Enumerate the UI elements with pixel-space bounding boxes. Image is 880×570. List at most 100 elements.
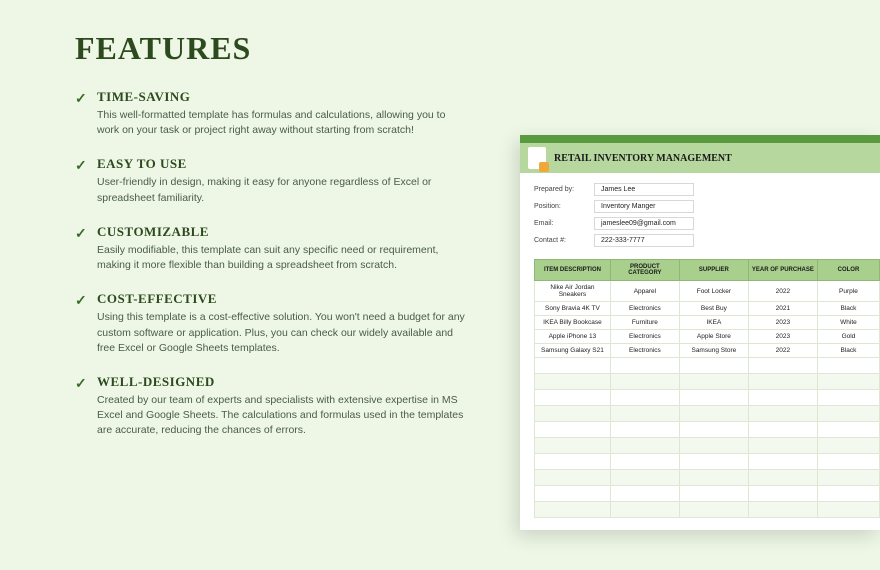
meta-value: 222-333-7777 xyxy=(594,234,694,247)
table-cell-empty xyxy=(817,406,879,422)
table-row-empty xyxy=(535,358,880,374)
table-cell-empty xyxy=(748,374,817,390)
table-cell: 2023 xyxy=(748,330,817,344)
preview-table-wrap: ITEM DESCRIPTIONPRODUCT CATEGORYSUPPLIER… xyxy=(520,259,880,518)
table-cell: 2021 xyxy=(748,302,817,316)
table-cell-empty xyxy=(748,486,817,502)
table-cell-empty xyxy=(679,502,748,518)
feature-desc: Using this template is a cost-effective … xyxy=(97,310,465,356)
check-icon: ✓ xyxy=(75,375,87,392)
table-cell-empty xyxy=(817,422,879,438)
feature-time-saving: ✓ TIME-SAVING This well-formatted templa… xyxy=(75,89,465,138)
table-row: IKEA Billy BookcaseFurnitureIKEA2023Whit… xyxy=(535,316,880,330)
table-cell-empty xyxy=(817,438,879,454)
feature-desc: Created by our team of experts and speci… xyxy=(97,393,465,439)
table-cell: Sony Bravia 4K TV xyxy=(535,302,611,316)
table-cell: Nike Air Jordan Sneakers xyxy=(535,281,611,302)
table-cell: Furniture xyxy=(610,316,679,330)
check-icon: ✓ xyxy=(75,292,87,309)
table-cell: Electronics xyxy=(610,330,679,344)
table-header-cell: COLOR xyxy=(817,260,879,281)
feature-title: CUSTOMIZABLE xyxy=(97,224,465,240)
table-cell: 2022 xyxy=(748,281,817,302)
meta-row-position: Position: Inventory Manger xyxy=(534,200,866,213)
table-cell-empty xyxy=(748,502,817,518)
table-cell: Black xyxy=(817,344,879,358)
meta-row-contact: Contact #: 222-333-7777 xyxy=(534,234,866,247)
table-cell: 2022 xyxy=(748,344,817,358)
table-cell-empty xyxy=(535,502,611,518)
meta-label: Position: xyxy=(534,203,594,210)
table-row-empty xyxy=(535,406,880,422)
preview-meta: Prepared by: James Lee Position: Invento… xyxy=(520,173,880,259)
table-header-cell: PRODUCT CATEGORY xyxy=(610,260,679,281)
table-cell: Samsung Store xyxy=(679,344,748,358)
feature-easy-to-use: ✓ EASY TO USE User-friendly in design, m… xyxy=(75,156,465,205)
table-row: Sony Bravia 4K TVElectronicsBest Buy2021… xyxy=(535,302,880,316)
table-row: Samsung Galaxy S21ElectronicsSamsung Sto… xyxy=(535,344,880,358)
table-row-empty xyxy=(535,390,880,406)
table-header-cell: YEAR OF PURCHASE xyxy=(748,260,817,281)
feature-title: TIME-SAVING xyxy=(97,89,465,105)
table-cell-empty xyxy=(535,454,611,470)
table-cell: Apple iPhone 13 xyxy=(535,330,611,344)
page-title: FEATURES xyxy=(75,30,465,67)
table-cell-empty xyxy=(679,406,748,422)
meta-value: jameslee09@gmail.com xyxy=(594,217,694,230)
table-row-empty xyxy=(535,454,880,470)
table-cell: 2023 xyxy=(748,316,817,330)
table-row: Apple iPhone 13ElectronicsApple Store202… xyxy=(535,330,880,344)
table-cell-empty xyxy=(748,470,817,486)
table-cell-empty xyxy=(610,502,679,518)
table-cell-empty xyxy=(679,454,748,470)
meta-label: Prepared by: xyxy=(534,186,594,193)
table-cell-empty xyxy=(610,390,679,406)
feature-cost-effective: ✓ COST-EFFECTIVE Using this template is … xyxy=(75,291,465,356)
table-cell-empty xyxy=(679,390,748,406)
table-row-empty xyxy=(535,438,880,454)
table-cell-empty xyxy=(748,358,817,374)
table-row: Nike Air Jordan SneakersApparelFoot Lock… xyxy=(535,281,880,302)
table-cell-empty xyxy=(679,374,748,390)
table-row-empty xyxy=(535,422,880,438)
table-cell-empty xyxy=(535,406,611,422)
table-cell-empty xyxy=(679,422,748,438)
feature-title: COST-EFFECTIVE xyxy=(97,291,465,307)
meta-row-prepared-by: Prepared by: James Lee xyxy=(534,183,866,196)
table-cell: Gold xyxy=(817,330,879,344)
feature-desc: Easily modifiable, this template can sui… xyxy=(97,243,465,273)
preview-header: RETAIL INVENTORY MANAGEMENT xyxy=(520,143,880,173)
check-icon: ✓ xyxy=(75,90,87,107)
meta-value: James Lee xyxy=(594,183,694,196)
table-cell-empty xyxy=(679,486,748,502)
table-cell-empty xyxy=(610,374,679,390)
table-row-empty xyxy=(535,502,880,518)
table-cell-empty xyxy=(535,358,611,374)
table-cell-empty xyxy=(610,438,679,454)
table-cell-empty xyxy=(610,454,679,470)
meta-label: Email: xyxy=(534,220,594,227)
feature-title: WELL-DESIGNED xyxy=(97,374,465,390)
table-cell-empty xyxy=(817,358,879,374)
table-cell: Purple xyxy=(817,281,879,302)
table-cell-empty xyxy=(817,390,879,406)
table-cell-empty xyxy=(679,470,748,486)
table-cell-empty xyxy=(817,486,879,502)
table-cell: Black xyxy=(817,302,879,316)
table-cell-empty xyxy=(535,438,611,454)
preview-topbar xyxy=(520,135,880,143)
table-header-cell: SUPPLIER xyxy=(679,260,748,281)
table-cell: Best Buy xyxy=(679,302,748,316)
feature-desc: User-friendly in design, making it easy … xyxy=(97,175,465,205)
document-icon xyxy=(528,147,546,169)
table-cell-empty xyxy=(679,438,748,454)
table-row-empty xyxy=(535,470,880,486)
table-cell-empty xyxy=(817,502,879,518)
table-cell: Samsung Galaxy S21 xyxy=(535,344,611,358)
meta-row-email: Email: jameslee09@gmail.com xyxy=(534,217,866,230)
spreadsheet-preview: RETAIL INVENTORY MANAGEMENT Prepared by:… xyxy=(520,135,880,530)
table-cell-empty xyxy=(817,454,879,470)
feature-well-designed: ✓ WELL-DESIGNED Created by our team of e… xyxy=(75,374,465,439)
table-cell-empty xyxy=(748,422,817,438)
table-cell-empty xyxy=(535,390,611,406)
